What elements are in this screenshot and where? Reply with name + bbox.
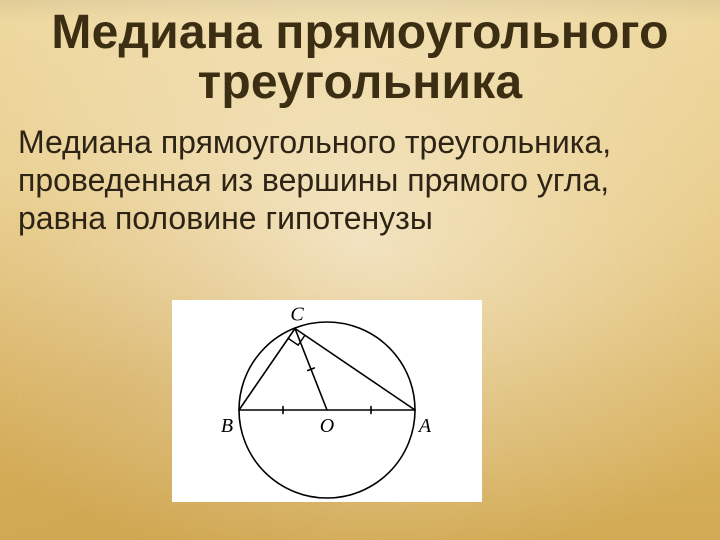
figure-frame: C B A O <box>172 300 482 502</box>
title-line-2: треугольника <box>0 58 720 108</box>
svg-text:B: B <box>221 415 233 437</box>
slide: Медиана прямоугольного треугольника Меди… <box>0 0 720 540</box>
title-line-1: Медиана прямоугольного <box>0 8 720 58</box>
svg-text:A: A <box>417 415 432 437</box>
svg-text:C: C <box>290 304 304 326</box>
slide-body-text: Медиана прямоугольного треугольника, про… <box>18 124 698 237</box>
svg-text:O: O <box>320 415 334 437</box>
geometry-diagram: C B A O <box>172 300 482 502</box>
slide-title: Медиана прямоугольного треугольника <box>0 8 720 109</box>
